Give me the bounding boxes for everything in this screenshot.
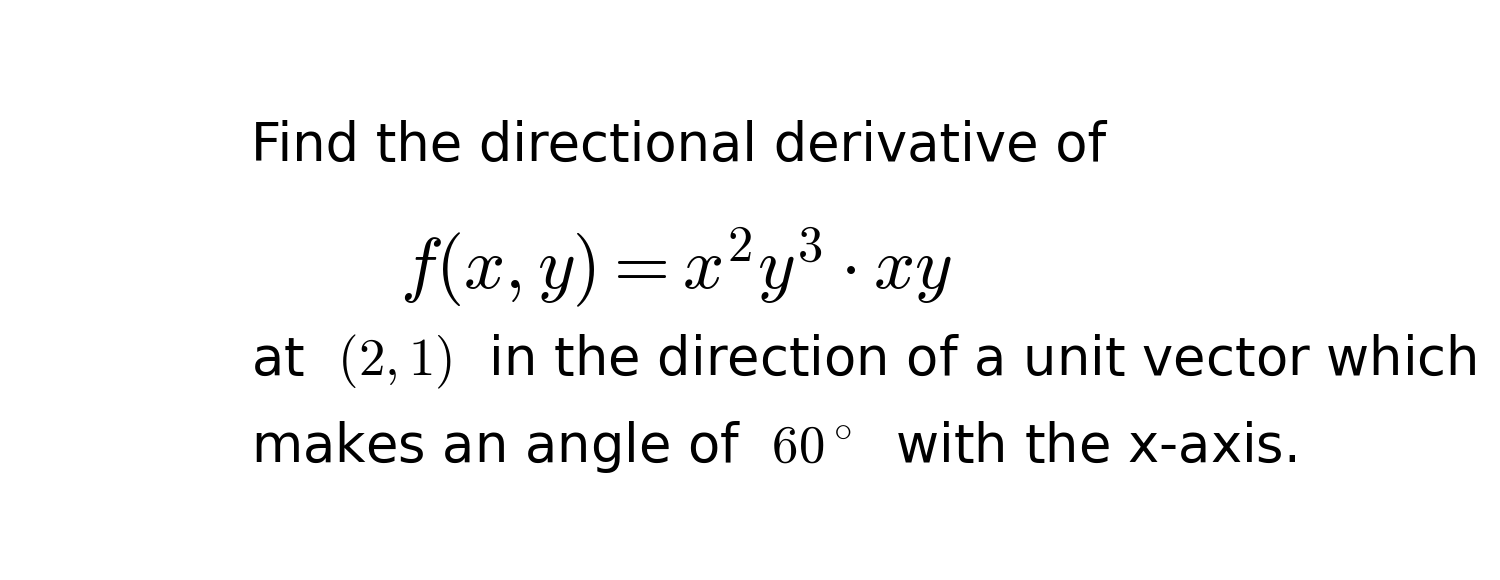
Text: Find the directional derivative of: Find the directional derivative of <box>252 119 1107 172</box>
Text: $f(x, y) = x^2y^3 \cdot xy$: $f(x, y) = x^2y^3 \cdot xy$ <box>400 226 951 310</box>
Text: at  $(2, 1)$  in the direction of a unit vector which: at $(2, 1)$ in the direction of a unit v… <box>252 333 1478 391</box>
Text: makes an angle of  $60^\circ$  with the x-axis.: makes an angle of $60^\circ$ with the x-… <box>252 419 1298 475</box>
